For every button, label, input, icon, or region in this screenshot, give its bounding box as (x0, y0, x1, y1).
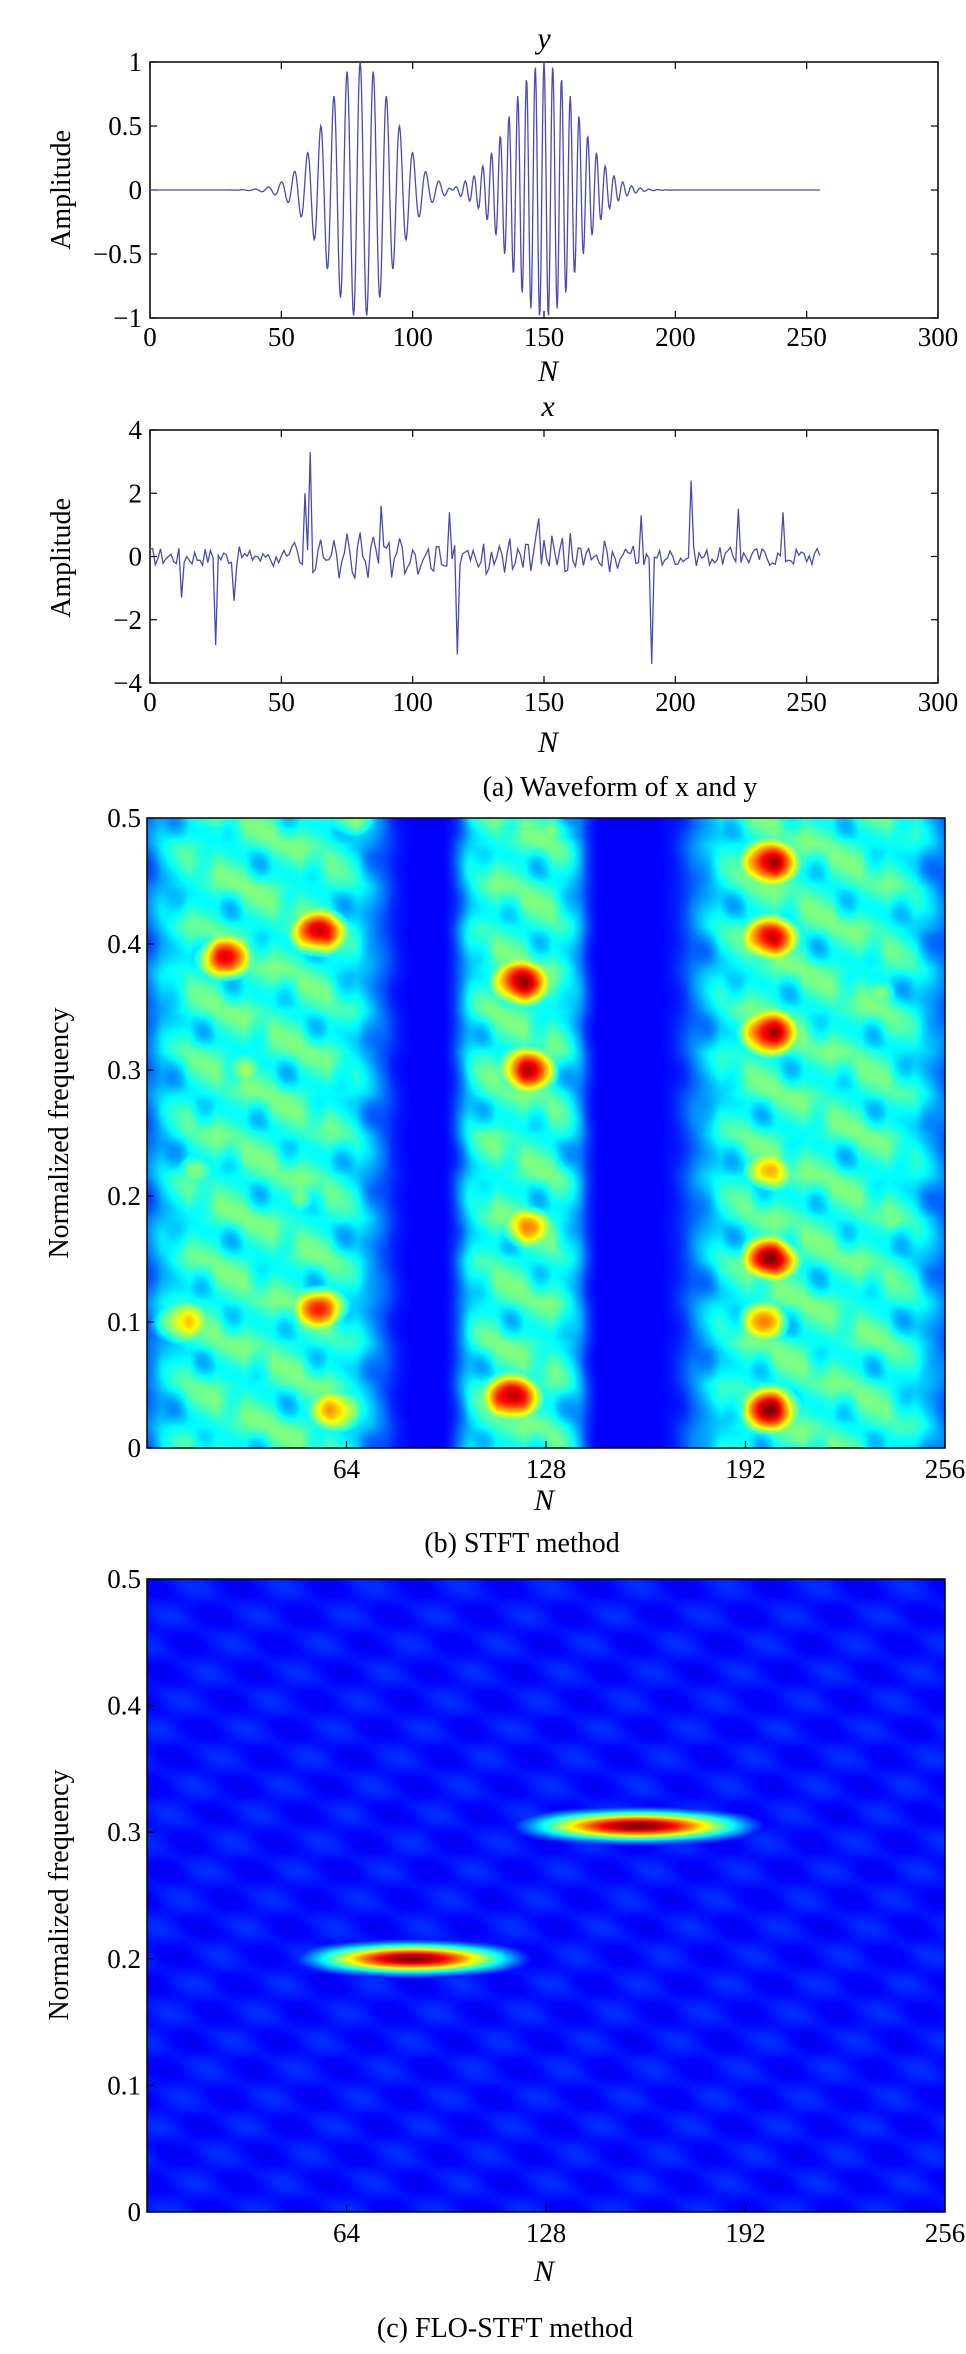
y-ytick-label: −1 (113, 303, 142, 333)
flo-stft-ytick-label: 0.3 (107, 1817, 141, 1847)
flo-stft-heatmap-canvas (147, 1579, 945, 2212)
flo-stft-ytick-label: 0 (128, 2197, 142, 2227)
caption-a: (a) Waveform of x and y (483, 772, 758, 803)
y-xtick-label: 250 (786, 322, 827, 352)
y-ylabel: Amplitude (46, 130, 77, 250)
y-chart-title: y (534, 22, 551, 55)
stft-ytick-label: 0.3 (107, 1055, 141, 1085)
x-series-line (150, 452, 821, 665)
flo-stft-ytick-label: 0.5 (107, 1564, 141, 1594)
x-xtick-label: 100 (392, 687, 433, 717)
y-waveform-panel: y 0 50 100 150 200 250 300 −1 −0.5 0 0.5 1 Amplitud… (46, 22, 958, 388)
y-ytick-label: 0.5 (108, 111, 142, 141)
flo-stft-xlabel: N (533, 2255, 556, 2288)
flo-stft-xtick-label: 256 (925, 2218, 966, 2248)
stft-xtick-label: 256 (925, 1454, 966, 1484)
x-xtick-label: 200 (655, 687, 696, 717)
stft-ylabel: Normalized frequency (44, 1007, 75, 1258)
stft-ticks: 64 128 192 256 0 0.1 0.2 0.3 0.4 0.5 (107, 803, 965, 1484)
y-ytick-label: 0 (129, 175, 143, 205)
caption-b: (b) STFT method (424, 1528, 619, 1559)
flo-stft-xtick-label: 64 (333, 2218, 361, 2248)
x-ticks: 0 50 100 150 200 250 300 −4 −2 0 2 4 (113, 415, 958, 717)
y-ytick-label: 1 (129, 47, 143, 77)
x-xlabel: N (537, 726, 560, 759)
y-xtick-label: 0 (143, 322, 157, 352)
stft-panel: 64 128 192 256 0 0.1 0.2 0.3 0.4 0.5 Normalized f… (44, 803, 965, 1559)
x-plot-area (149, 429, 939, 684)
stft-xtick-label: 128 (526, 1454, 567, 1484)
x-xtick-label: 50 (268, 687, 295, 717)
y-xtick-label: 300 (918, 322, 959, 352)
stft-ytick-label: 0 (128, 1433, 142, 1463)
x-ytick-label: 2 (129, 478, 143, 508)
stft-ytick-label: 0.2 (107, 1181, 141, 1211)
y-xlabel: N (537, 355, 560, 388)
stft-heatmap-canvas (147, 818, 945, 1448)
x-ytick-label: −4 (113, 668, 142, 698)
flo-stft-ytick-label: 0.2 (107, 1944, 141, 1974)
flo-stft-xtick-label: 128 (526, 2218, 567, 2248)
x-ylabel: Amplitude (46, 498, 77, 618)
y-ytick-label: −0.5 (93, 239, 142, 269)
y-series-line (150, 62, 820, 316)
y-xtick-label: 100 (392, 322, 433, 352)
caption-c: (c) FLO-STFT method (377, 2313, 633, 2344)
flo-stft-xtick-label: 192 (725, 2218, 766, 2248)
x-chart-title: x (540, 390, 555, 423)
x-xtick-label: 300 (918, 687, 959, 717)
y-xtick-label: 150 (524, 322, 565, 352)
stft-xlabel: N (533, 1484, 556, 1517)
flo-stft-ytick-label: 0.1 (107, 2070, 141, 2100)
flo-stft-ylabel: Normalized frequency (44, 1769, 75, 2020)
x-xtick-label: 150 (524, 687, 565, 717)
x-ytick-label: 4 (129, 415, 143, 445)
flo-stft-panel: 64 128 192 256 0 0.1 0.2 0.3 0.4 0.5 Normalized f… (44, 1564, 965, 2344)
stft-ytick-label: 0.1 (107, 1307, 141, 1337)
y-ticks: 0 50 100 150 200 250 300 −1 −0.5 0 0.5 1 (93, 47, 958, 352)
y-xtick-label: 50 (268, 322, 295, 352)
x-ytick-label: −2 (113, 605, 142, 635)
stft-ytick-label: 0.5 (107, 803, 141, 833)
stft-ytick-label: 0.4 (107, 929, 141, 959)
flo-stft-ticks: 64 128 192 256 0 0.1 0.2 0.3 0.4 0.5 (107, 1564, 965, 2248)
y-xtick-label: 200 (655, 322, 696, 352)
stft-xtick-label: 192 (725, 1454, 766, 1484)
x-xtick-label: 0 (143, 687, 157, 717)
x-ytick-label: 0 (129, 542, 143, 572)
stft-xtick-label: 64 (333, 1454, 361, 1484)
flo-stft-ytick-label: 0.4 (107, 1691, 141, 1721)
x-xtick-label: 250 (786, 687, 827, 717)
